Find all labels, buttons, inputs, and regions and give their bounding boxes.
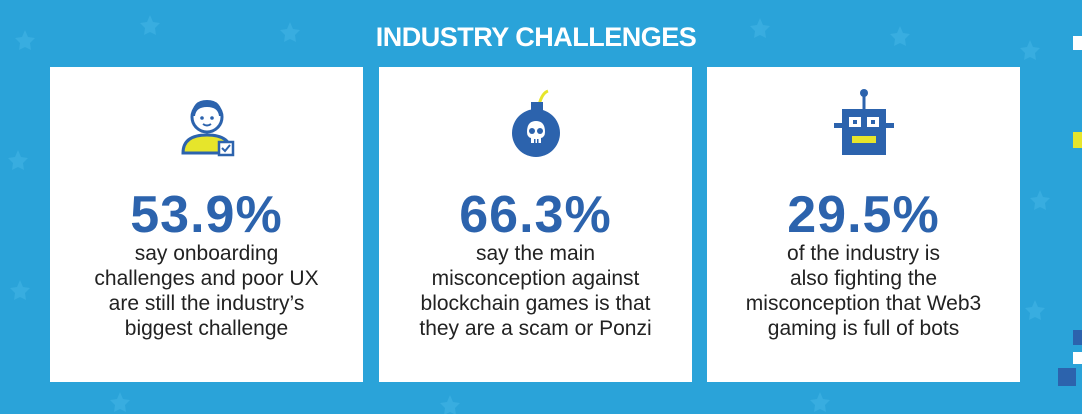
description-line: also fighting the <box>789 267 938 290</box>
stat-description: of the industry is also fighting the mis… <box>727 241 1000 341</box>
stat-value: 66.3% <box>459 186 612 244</box>
stat-description: say the main misconception against block… <box>399 241 672 341</box>
skull-bomb-icon <box>379 85 692 165</box>
description-line: misconception against <box>431 267 640 290</box>
decorative-blue-square <box>1073 330 1082 345</box>
person-icon <box>50 85 363 165</box>
description-line: misconception that Web3 <box>745 292 982 315</box>
description-line: say the main <box>475 242 596 265</box>
robot-icon <box>707 85 1020 165</box>
decorative-blue-square <box>1058 368 1076 386</box>
description-line: challenges and poor UX <box>94 267 319 290</box>
description-line: biggest challenge <box>124 317 289 340</box>
stat-value: 29.5% <box>787 186 940 244</box>
description-line: blockchain games is that <box>420 292 651 315</box>
description-line: are still the industry’s <box>108 292 305 315</box>
challenge-card-bots: 29.5% of the industry is also fighting t… <box>707 67 1020 382</box>
description-line: say onboarding <box>134 242 279 265</box>
description-line: gaming is full of bots <box>767 317 960 340</box>
page-title: INDUSTRY CHALLENGES <box>375 22 697 52</box>
decorative-yellow-square <box>1073 132 1082 148</box>
decorative-white-square <box>1073 36 1082 50</box>
decorative-white-square <box>1073 352 1082 364</box>
stat-value: 53.9% <box>130 186 283 244</box>
description-line: they are a scam or Ponzi <box>419 317 652 340</box>
challenge-card-misconception-scam: 66.3% say the main misconception against… <box>379 67 692 382</box>
challenge-card-onboarding: 53.9% say onboarding challenges and poor… <box>50 67 363 382</box>
stat-description: say onboarding challenges and poor UX ar… <box>70 241 343 341</box>
description-line: of the industry is <box>787 242 940 265</box>
